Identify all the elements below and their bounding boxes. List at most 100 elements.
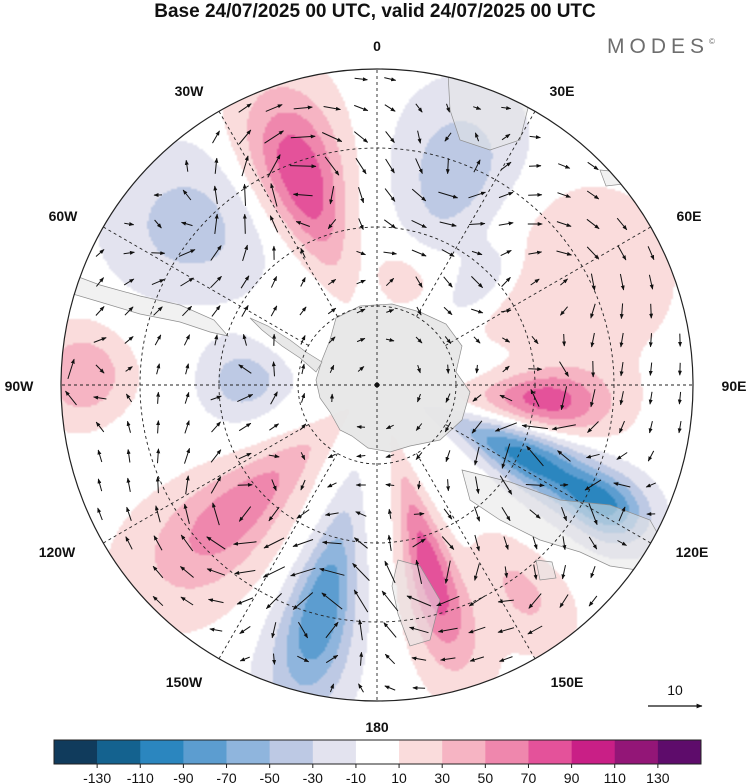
wind-vector xyxy=(560,278,568,286)
wind-vector xyxy=(295,221,310,227)
wind-vector xyxy=(329,364,335,374)
antarctica xyxy=(315,303,471,453)
wind-vector xyxy=(264,130,284,144)
colorbar-tick-label: 110 xyxy=(604,770,627,783)
colorbar-swatch xyxy=(657,740,702,764)
wind-vector xyxy=(417,393,421,403)
wind-vector xyxy=(206,536,226,550)
lon-label-90w: 90W xyxy=(5,378,35,394)
wind-vector xyxy=(356,308,366,314)
wind-vector xyxy=(356,250,366,256)
wind-vector xyxy=(443,276,453,288)
wind-vector xyxy=(445,393,451,403)
wind-vector xyxy=(214,157,219,174)
wind-vector xyxy=(529,135,541,140)
wind-vector xyxy=(468,191,486,199)
colorbar-swatch xyxy=(442,740,486,764)
colorbar-swatch xyxy=(355,740,400,764)
wind-vector xyxy=(386,309,395,314)
wind-vector xyxy=(619,303,624,320)
wind-vector xyxy=(183,334,191,346)
wind-vector xyxy=(125,366,133,372)
colorbar-swatch xyxy=(97,740,141,764)
wind-vector xyxy=(415,276,423,288)
wind-vector xyxy=(417,480,422,490)
wind-vector xyxy=(415,452,423,460)
wind-vector xyxy=(530,278,540,286)
wind-vector xyxy=(473,446,480,466)
wind-vector xyxy=(214,334,219,346)
wind-vector xyxy=(354,77,368,82)
wind-vector xyxy=(411,656,427,661)
wind-vector xyxy=(586,218,600,230)
colorbar-swatch xyxy=(485,740,529,764)
wind-vector xyxy=(586,190,600,200)
wind-vector xyxy=(645,482,657,488)
wind-vector xyxy=(154,334,162,346)
wind-vector xyxy=(97,478,103,492)
map-title: Base 24/07/2025 00 UTC, valid 24/07/2025… xyxy=(154,1,596,22)
wind-vector xyxy=(558,163,571,169)
wind-vector xyxy=(648,391,653,405)
wind-vector xyxy=(206,568,226,576)
wind-vector xyxy=(497,627,515,633)
wind-vector xyxy=(499,475,513,495)
wind-vector xyxy=(387,534,392,551)
wind-vector xyxy=(239,625,251,635)
wind-vector xyxy=(439,221,457,227)
wind-vector xyxy=(556,250,572,256)
wind-vector xyxy=(471,420,483,434)
wind-vector xyxy=(240,275,250,289)
wind-vector xyxy=(356,337,366,343)
wind-vector xyxy=(588,536,598,550)
wind-vector xyxy=(125,536,133,550)
wind-vector xyxy=(67,358,75,380)
wind-vector xyxy=(301,392,306,403)
reference-vector: 10 xyxy=(648,682,703,709)
wind-vector xyxy=(501,443,511,469)
wind-vector xyxy=(677,391,682,405)
wind-vector xyxy=(445,158,450,175)
wind-vector xyxy=(181,221,193,227)
wind-vector xyxy=(501,507,511,522)
wind-vector xyxy=(559,483,569,488)
wind-vector xyxy=(613,482,631,488)
wind-vector xyxy=(533,564,538,580)
wind-vector xyxy=(415,103,423,113)
wind-vector xyxy=(300,452,306,461)
wind-vector xyxy=(93,337,107,343)
wind-vector xyxy=(242,213,247,234)
wind-vector xyxy=(648,333,653,348)
wind-vector xyxy=(677,421,682,434)
wind-vector xyxy=(500,249,512,257)
colorbar-swatch xyxy=(54,740,98,764)
wind-vector xyxy=(358,187,365,204)
wind-vector xyxy=(238,506,252,522)
wind-vector xyxy=(560,306,568,316)
wind-vector xyxy=(413,511,425,516)
wind-vector xyxy=(385,454,395,458)
wind-vector xyxy=(325,621,339,639)
wind-vector xyxy=(528,250,543,255)
wind-vector xyxy=(124,336,134,344)
wind-vector xyxy=(446,103,450,113)
wind-vector xyxy=(236,597,254,605)
wind-vector xyxy=(471,250,483,256)
wind-vector xyxy=(292,192,313,197)
wind-vector xyxy=(242,244,249,262)
wind-vector xyxy=(417,130,422,144)
modes-logo: MODES© xyxy=(607,35,715,58)
wind-vector xyxy=(619,420,625,434)
wind-vector xyxy=(619,391,624,406)
wind-vector xyxy=(321,132,343,142)
wind-vector xyxy=(155,476,160,494)
wind-vector xyxy=(411,188,427,202)
wind-vector xyxy=(499,394,513,402)
wind-vector xyxy=(498,191,514,199)
wind-vector xyxy=(588,595,598,607)
wind-vector xyxy=(95,306,105,316)
wind-vector xyxy=(358,218,364,231)
colorbar-swatch xyxy=(183,740,227,764)
wind-vector xyxy=(154,219,162,229)
wind-vector xyxy=(384,188,396,202)
